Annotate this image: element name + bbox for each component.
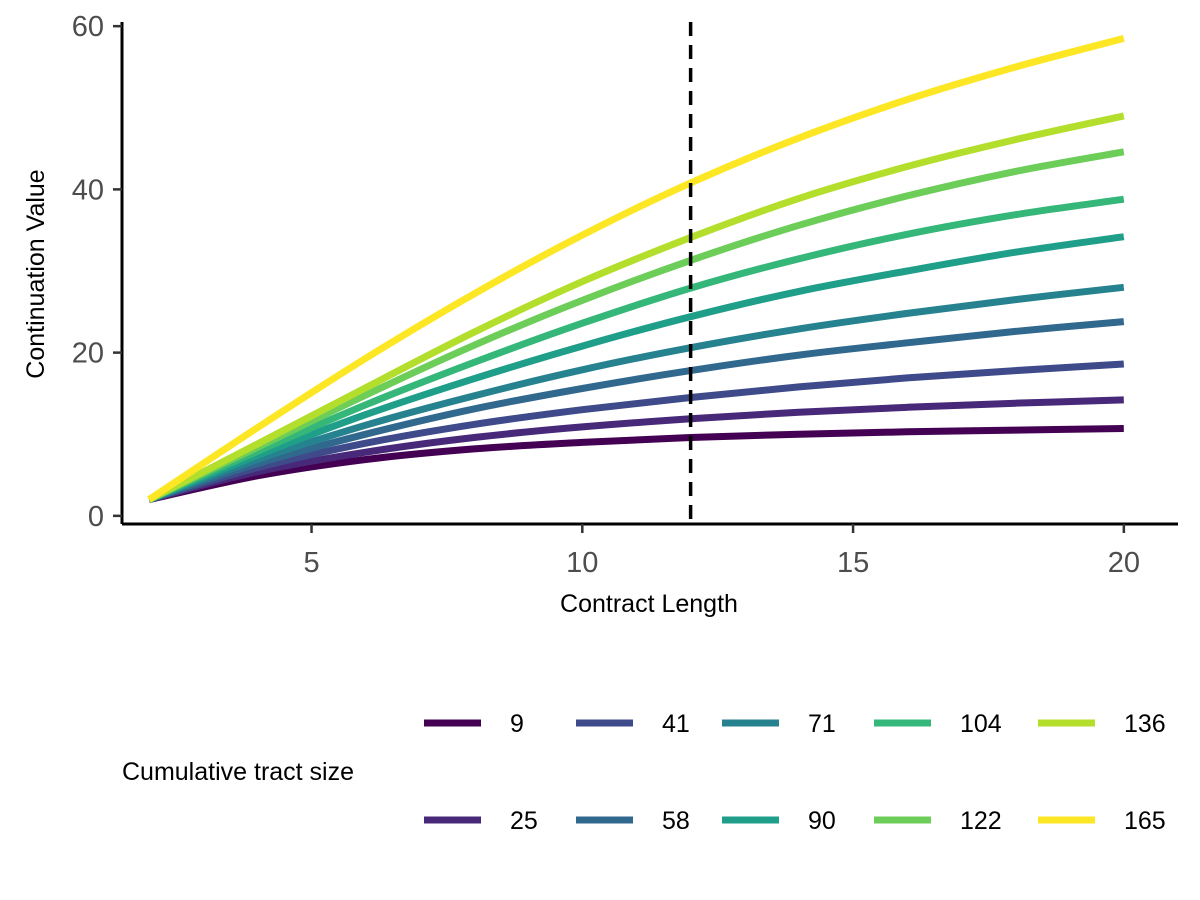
legend-label: 71 [808,710,836,738]
legend-label: 122 [960,807,1002,835]
series-line-25 [148,396,1124,503]
y-tick-label: 0 [88,501,104,533]
legend-label: 104 [960,710,1002,738]
legend-item-165: 165 [1038,807,1166,835]
series-line-90 [147,233,1125,503]
legend: Cumulative tract size 9 25 41 58 71 90 104 122 1… [122,710,1166,835]
legend-label: 9 [510,710,524,738]
series-line-104 [147,195,1125,503]
legend-label: 41 [662,710,690,738]
series-line-9 [148,425,1124,503]
legend-item-58: 58 [576,807,690,835]
series-line-165 [147,35,1125,503]
series-line-41 [148,360,1125,503]
legend-item-25: 25 [424,807,538,835]
y-tick-label: 40 [72,174,104,206]
y-tick-label: 60 [72,11,104,43]
x-tick-label: 15 [837,547,869,579]
series-line-122 [147,148,1125,503]
x-tick-label: 20 [1108,547,1140,579]
legend-item-41: 41 [576,710,690,738]
y-axis-title: Continuation Value [22,169,50,378]
x-tick-label: 5 [303,547,319,579]
legend-label: 58 [662,807,690,835]
legend-title: Cumulative tract size [122,758,354,786]
legend-item-90: 90 [722,807,836,835]
x-tick-label: 10 [566,547,598,579]
series-line-58 [147,318,1125,503]
legend-item-104: 104 [874,710,1002,738]
x-axis-title: Contract Length [560,590,738,618]
legend-item-136: 136 [1038,710,1166,738]
series-line-136 [147,112,1125,503]
series-line-71 [147,283,1125,503]
legend-item-71: 71 [722,710,836,738]
axes: 5 10 15 20 0 20 40 60 [72,11,1178,579]
legend-label: 165 [1124,807,1166,835]
legend-item-122: 122 [874,807,1002,835]
y-tick-label: 20 [72,338,104,370]
legend-label: 25 [510,807,538,835]
legend-item-9: 9 [424,710,524,738]
legend-label: 90 [808,807,836,835]
series-lines [147,35,1125,503]
legend-label: 136 [1124,710,1166,738]
